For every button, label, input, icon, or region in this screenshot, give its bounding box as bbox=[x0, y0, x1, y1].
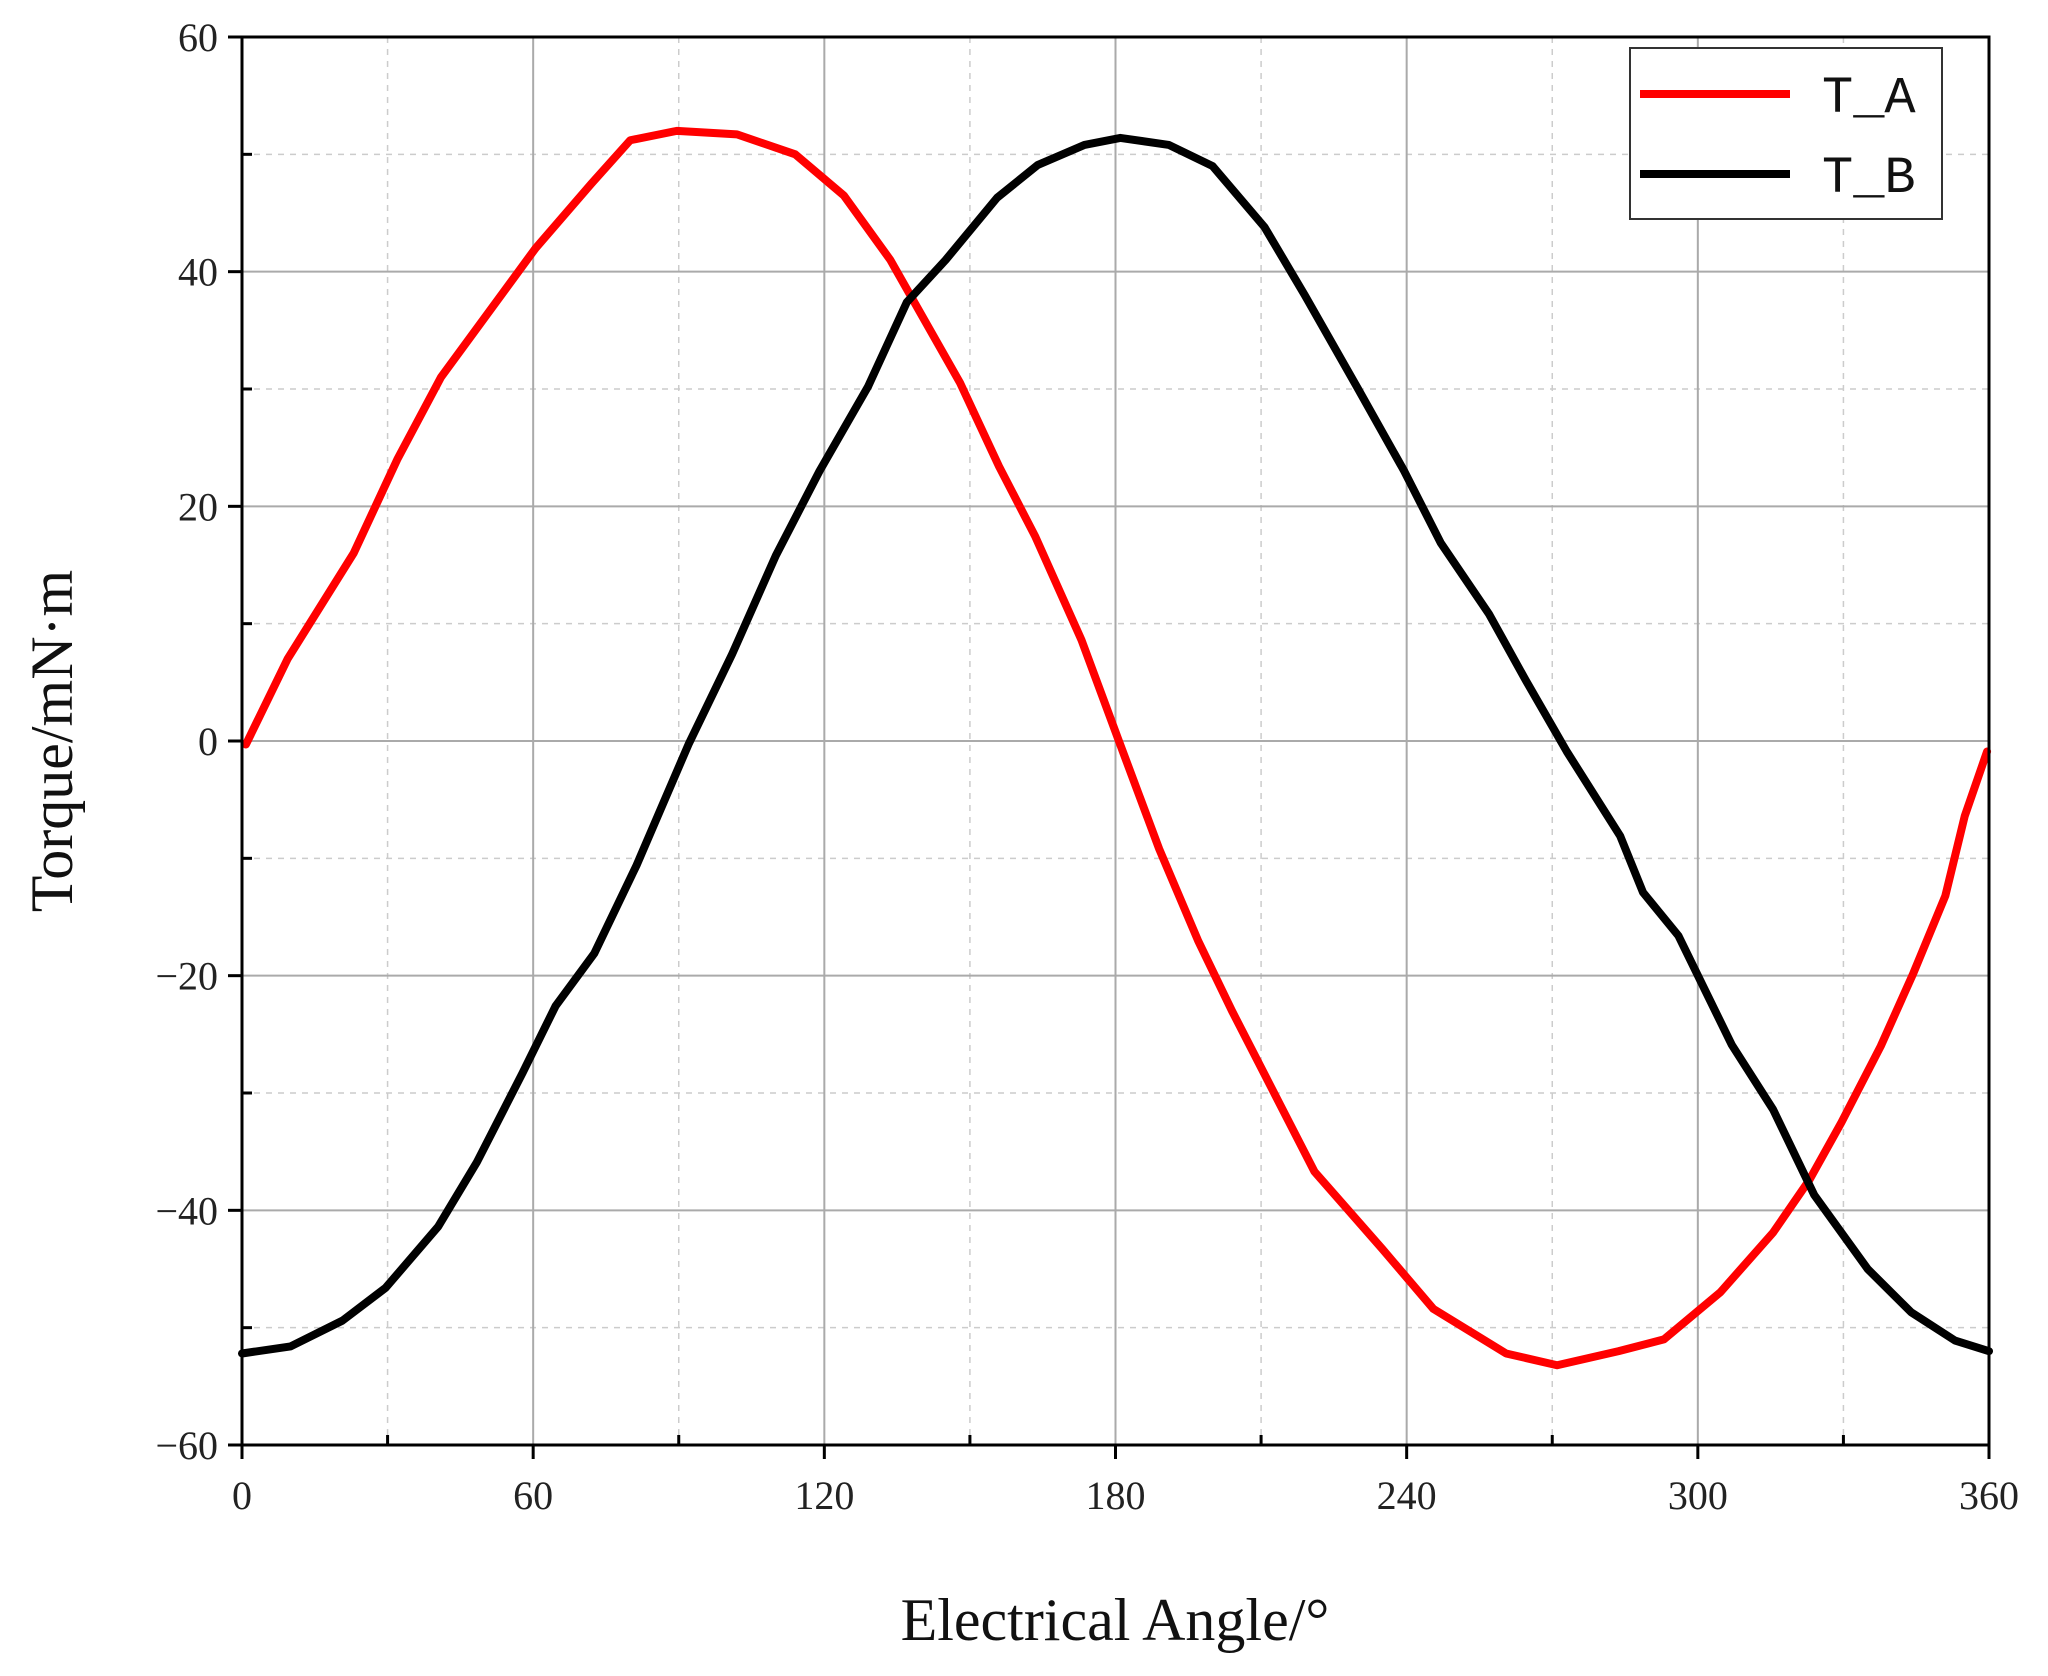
y-tick-label: 60 bbox=[178, 15, 218, 60]
y-tick-label: 20 bbox=[178, 484, 218, 529]
legend-box bbox=[1629, 47, 1943, 220]
y-tick-label: −60 bbox=[155, 1423, 218, 1468]
x-tick-label: 0 bbox=[232, 1473, 252, 1518]
legend-label-T_A: T_A bbox=[1822, 69, 1916, 128]
x-tick-label: 240 bbox=[1377, 1473, 1437, 1518]
series-line-T_B bbox=[238, 133, 1993, 1358]
y-tick-label: 40 bbox=[178, 250, 218, 295]
y-tick-label: 0 bbox=[198, 719, 218, 764]
y-tick-label: −20 bbox=[155, 954, 218, 999]
x-tick-label: 60 bbox=[513, 1473, 553, 1518]
legend-label-T_B: T_B bbox=[1822, 149, 1916, 208]
x-axis-label: Electrical Angle/° bbox=[901, 1587, 1330, 1653]
plot-frame bbox=[240, 35, 1991, 1447]
x-tick-label: 180 bbox=[1086, 1473, 1146, 1518]
y-tick-label: −40 bbox=[155, 1188, 218, 1233]
axes bbox=[228, 35, 1991, 1459]
series-lines bbox=[238, 126, 1993, 1370]
x-tick-label: 120 bbox=[794, 1473, 854, 1518]
x-tick-label: 360 bbox=[1959, 1473, 2019, 1518]
legend: T_A T_B bbox=[1629, 47, 1943, 220]
y-axis-label: Torque/mN·m bbox=[19, 570, 85, 912]
tick-labels: 0 60 120 180 240 300 360 −60 −40 −20 0 20 40 60 bbox=[155, 15, 2019, 1518]
x-tick-label: 300 bbox=[1668, 1473, 1728, 1518]
